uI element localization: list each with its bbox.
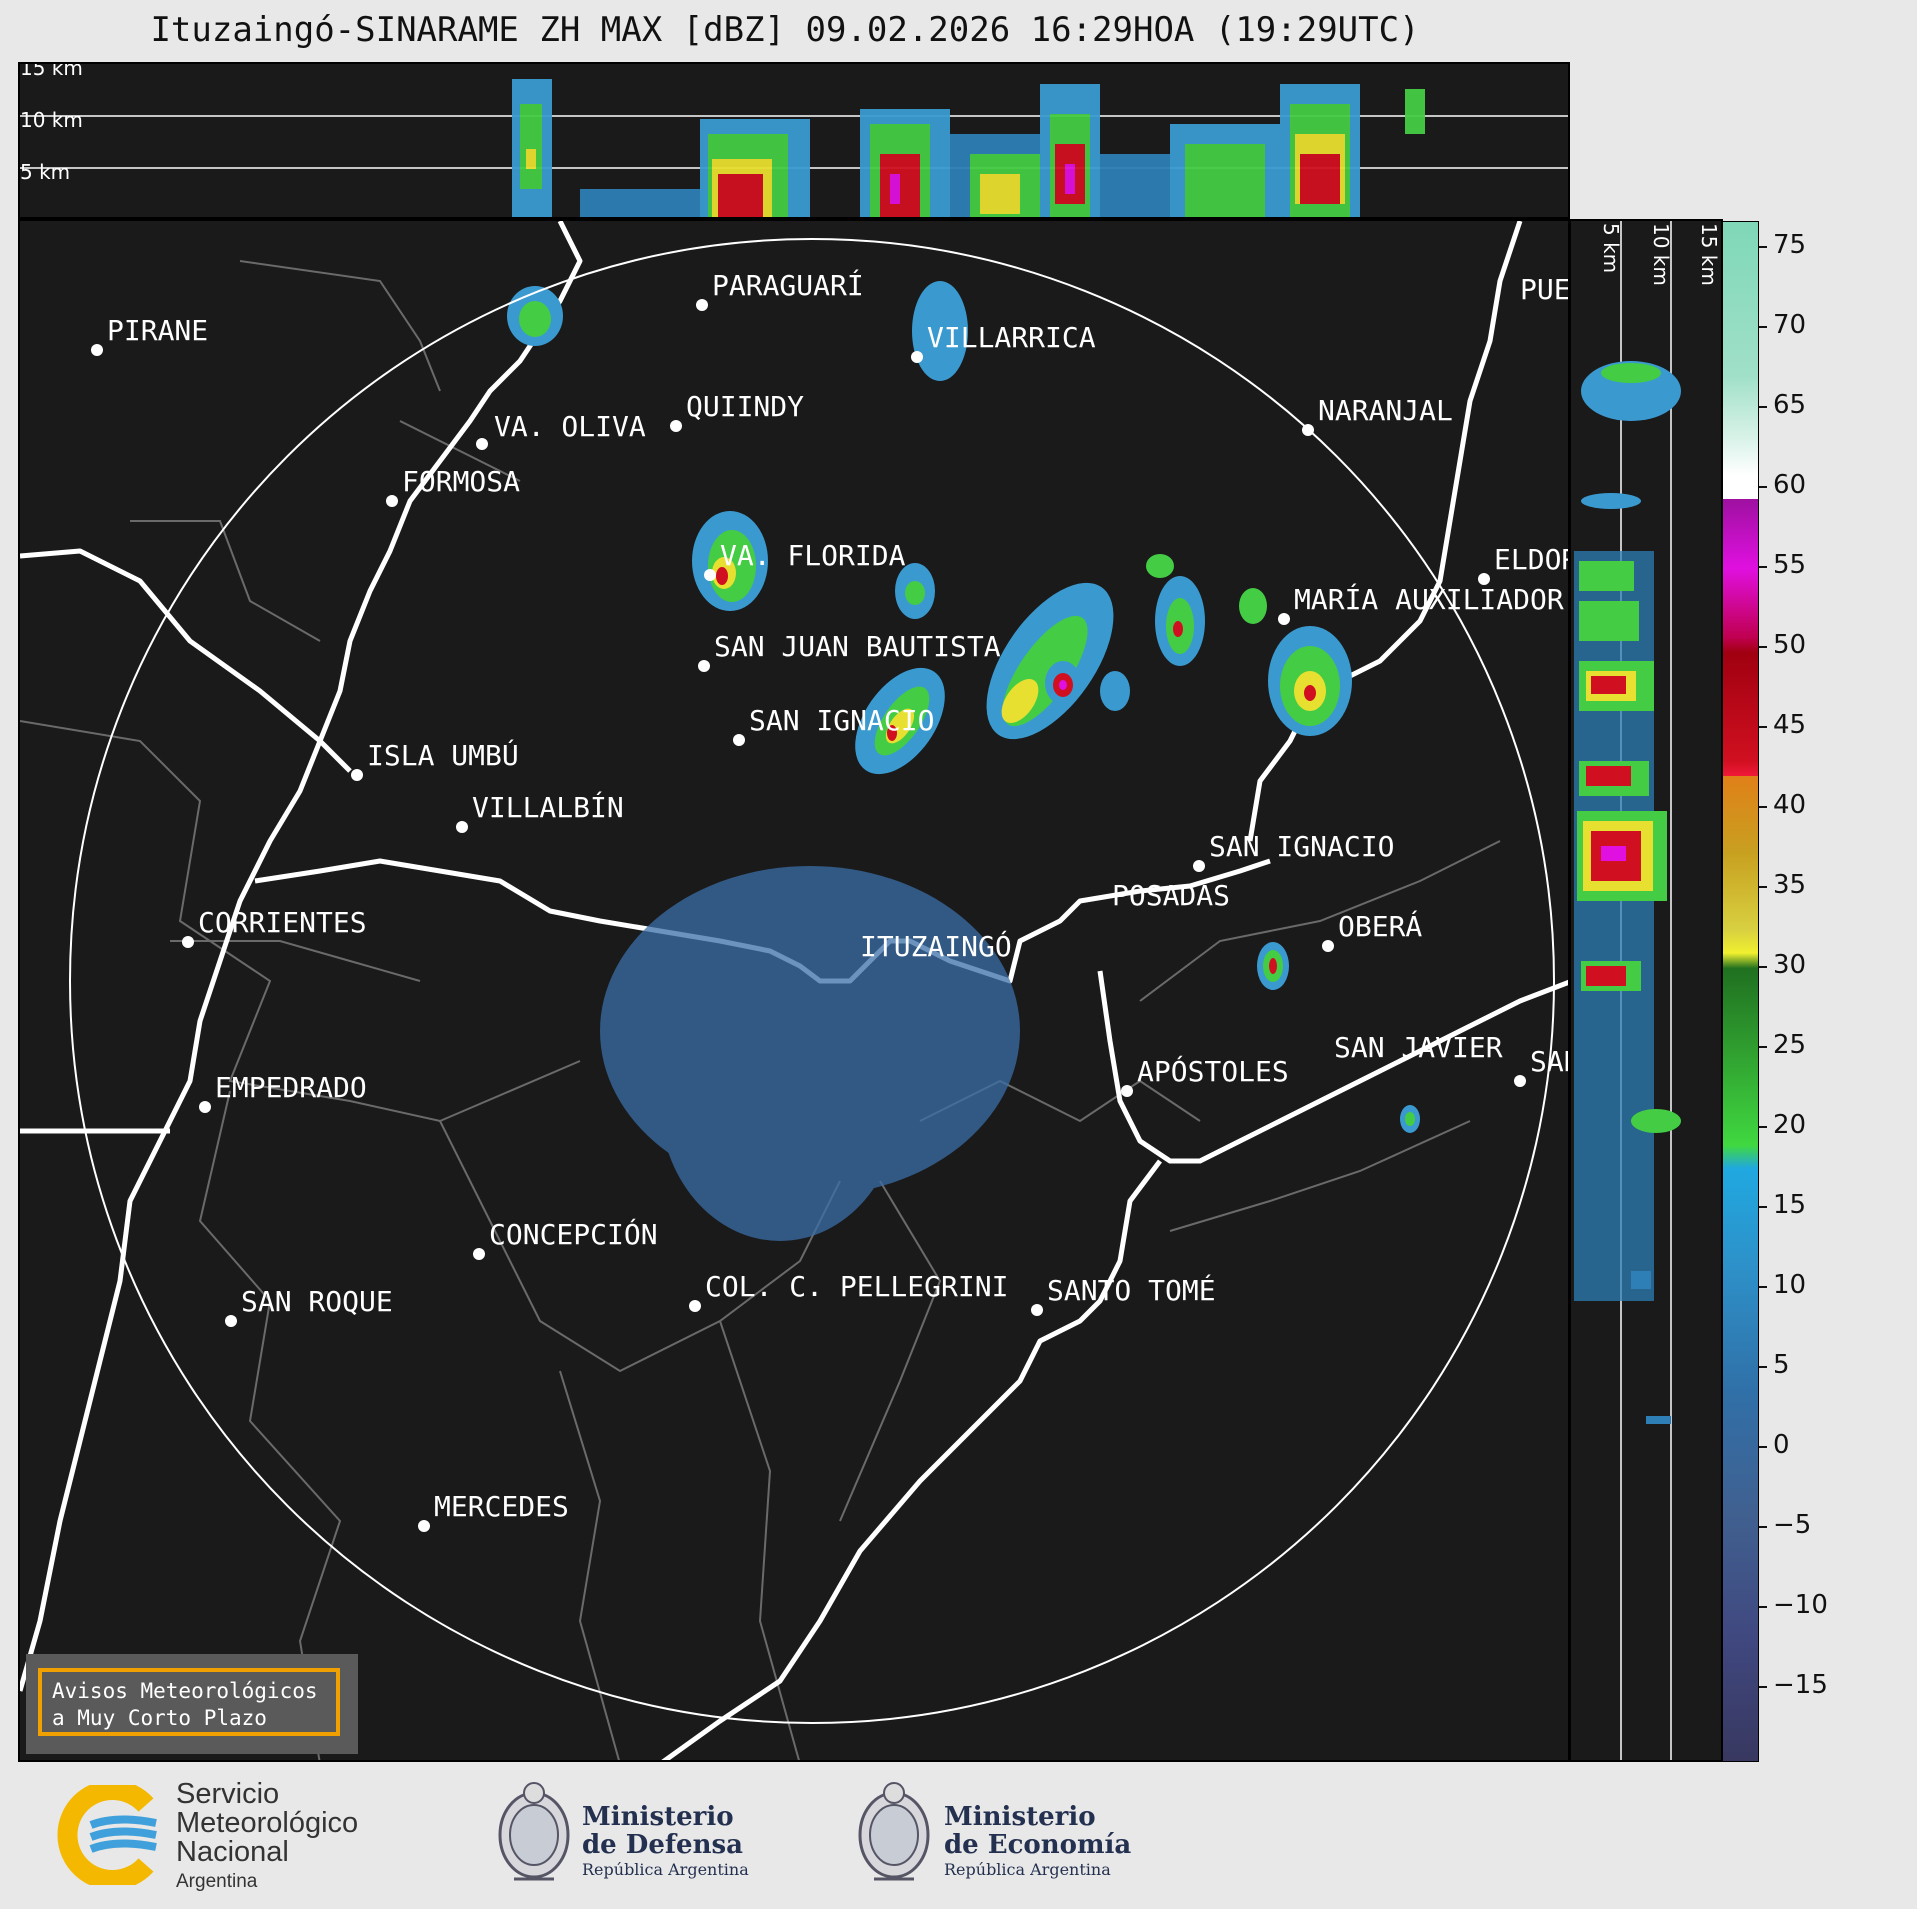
tick-label-60: 60	[1773, 470, 1807, 500]
tick-label-55: 55	[1773, 550, 1807, 580]
tick-label-40: 40	[1773, 790, 1807, 820]
tick-label-35: 35	[1773, 870, 1807, 900]
map-geometry	[20, 221, 1568, 1760]
tick-label-20: 20	[1773, 1110, 1807, 1140]
side-height-label-10km: 10 km	[1649, 223, 1673, 286]
tick-label-65: 65	[1773, 390, 1807, 420]
side-panel-echoes	[1574, 221, 1681, 1760]
economia-seal-icon	[858, 1782, 930, 1881]
tick-label-50: 50	[1773, 630, 1807, 660]
tick-label-minus15: −15	[1773, 1670, 1828, 1700]
tick-label-0: 0	[1773, 1430, 1790, 1460]
tick-label-45: 45	[1773, 710, 1807, 740]
tick-label-5: 5	[1773, 1350, 1790, 1380]
height-label-10km: 10 km	[20, 108, 83, 132]
tick-label-70: 70	[1773, 310, 1807, 340]
smn-logo-text: Servicio Meteorológico Nacional Argentin…	[176, 1778, 359, 1893]
height-label-15km: 15 km	[20, 62, 83, 80]
dbz-colorbar	[1722, 221, 1759, 1762]
top-height-panel: 15 km 10 km 5 km	[18, 62, 1570, 219]
tick-label-10: 10	[1773, 1270, 1807, 1300]
warning-box: Avisos Meteorológicos a Muy Corto Plazo	[26, 1654, 358, 1754]
radar-map-panel: PIRANE PARAGUARÍ VILLARRICA VA. OLIVA QU…	[18, 219, 1570, 1762]
tick-label-30: 30	[1773, 950, 1807, 980]
side-height-panel: 5 km 10 km 15 km	[1569, 219, 1723, 1762]
warning-line-1: Avisos Meteorológicos	[52, 1679, 318, 1703]
tick-label-25: 25	[1773, 1030, 1807, 1060]
defensa-seal-icon	[498, 1782, 570, 1881]
tick-label-75: 75	[1773, 230, 1807, 260]
height-label-5km: 5 km	[20, 160, 71, 184]
tick-label-minus10: −10	[1773, 1590, 1828, 1620]
tick-label-15: 15	[1773, 1190, 1807, 1220]
side-height-label-15km: 15 km	[1697, 223, 1721, 286]
warning-line-2: a Muy Corto Plazo	[52, 1706, 267, 1730]
map-title: Ituzaingó-SINARAME ZH MAX [dBZ] 09.02.20…	[150, 10, 1420, 50]
defensa-logo-text: Ministerio de Defensa República Argentin…	[582, 1802, 749, 1879]
economia-logo-text: Ministerio de Economía República Argenti…	[944, 1802, 1132, 1879]
side-height-label-5km: 5 km	[1599, 223, 1623, 274]
top-panel-echoes	[20, 79, 1568, 217]
tick-label-minus5: −5	[1773, 1510, 1812, 1540]
smn-logo-icon	[57, 1785, 157, 1885]
